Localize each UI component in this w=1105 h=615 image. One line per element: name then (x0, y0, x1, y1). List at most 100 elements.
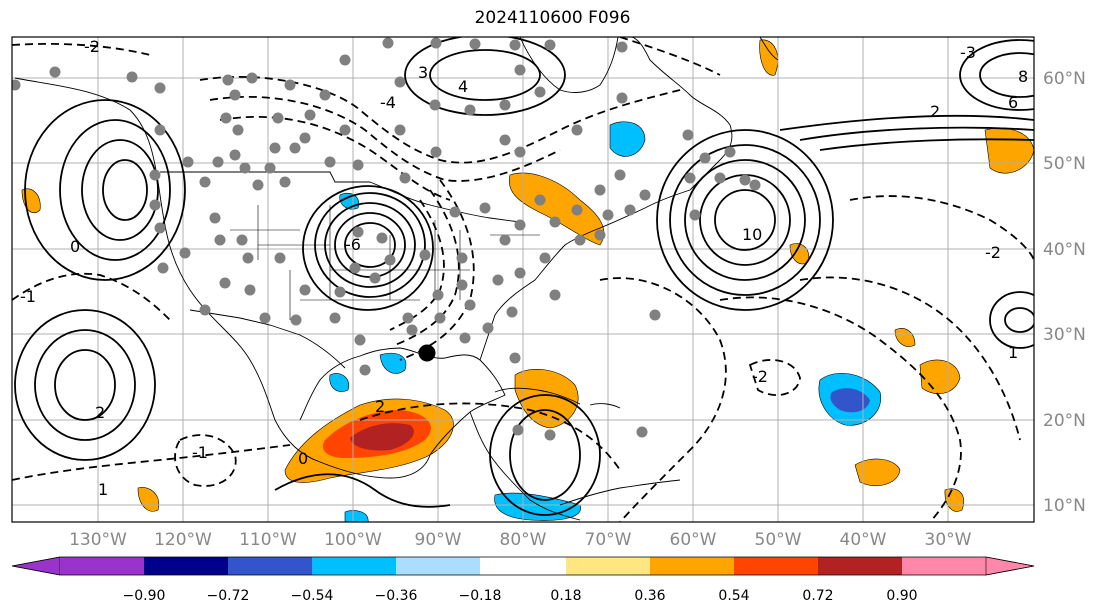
dashed-pacific-1 (12, 272, 171, 321)
colorbar-segment (396, 557, 480, 575)
colorbar-segment (228, 557, 312, 575)
dashed-pacific-2 (12, 444, 291, 481)
low-center-ring-1 (344, 222, 396, 268)
contour-label: 10 (742, 225, 762, 244)
lon-label: 110°W (239, 530, 297, 550)
colorbar-low-extend (11, 556, 61, 576)
contour-label: 8 (1018, 67, 1028, 86)
colorbar-tick-label: 0.54 (718, 588, 749, 604)
colorbar-segment (480, 557, 566, 575)
north-ring-1 (429, 49, 541, 101)
sw-pacific-ring-1 (54, 349, 116, 421)
contour-label: 0 (70, 237, 80, 256)
shade-strong-negative-atlantic (830, 388, 870, 413)
contour-label: -2 (985, 243, 1001, 262)
colorbar-high-extend (985, 556, 1035, 576)
contour-label: 6 (1008, 93, 1018, 112)
colorbar-segment (312, 557, 396, 575)
lat-label: 60°N (1043, 69, 1086, 89)
contour-label: -1 (192, 443, 208, 462)
dashed-ridge-1 (199, 75, 681, 164)
colorbar-segment (60, 557, 144, 575)
shade-positive-northeast (508, 172, 605, 246)
colorbar-segment (902, 557, 986, 575)
contour-label: -6 (345, 235, 361, 254)
latitude-labels: 60°N 50°N 40°N 30°N 20°N 10°N (1043, 69, 1086, 516)
greenland (759, 37, 779, 61)
shade-negative-mexico-west (329, 373, 350, 392)
sw-pacific-ring-2 (34, 329, 136, 441)
solid-line-d (274, 473, 451, 508)
state-lines (230, 205, 540, 320)
us-canada-border (160, 171, 521, 223)
solid-line-b (799, 126, 1034, 141)
shade-negative-labrador (609, 121, 646, 157)
north-america-west-coast (14, 77, 471, 479)
dashed-north-2 (619, 37, 721, 76)
low-center-ring-4 (314, 192, 426, 298)
lon-label: 120°W (154, 530, 212, 550)
caribbean-ring-1 (509, 409, 581, 501)
shade-positive-atlantic-7 (894, 328, 916, 347)
dashed-trough-east-2 (394, 189, 460, 346)
pacific-ring-4 (24, 99, 186, 281)
lat-label: 40°N (1043, 240, 1086, 260)
contour-label: 0 (298, 449, 308, 468)
new-england-canada-coast (599, 37, 733, 229)
shade-strongest-mexico (350, 423, 414, 451)
shade-positive-atlantic-1 (854, 458, 901, 486)
pacific-ring-1 (102, 159, 148, 221)
longitude-labels: 130°W 120°W 110°W 100°W 90°W 80°W 70°W 6… (69, 530, 972, 550)
graticule (12, 37, 1034, 522)
colorbar-segment (566, 557, 650, 575)
pacific-ring-3 (59, 119, 171, 261)
cuba (494, 387, 581, 405)
contour-label: 3 (418, 63, 428, 82)
colorbar-tick-label: −0.54 (291, 588, 334, 604)
south-america-north (559, 479, 681, 506)
colorbar-tick-label: −0.90 (123, 588, 166, 604)
lon-label: 30°W (925, 530, 972, 550)
colorbar-segment (734, 557, 818, 575)
lon-label: 60°W (670, 530, 717, 550)
colorbar-tick-label: 0.18 (550, 588, 581, 604)
colorbar-tick-label: −0.36 (375, 588, 418, 604)
lat-label: 30°N (1043, 325, 1086, 345)
dashed-atlantic-3 (799, 276, 1021, 441)
lon-label: 50°W (755, 530, 802, 550)
east-ring-1 (1004, 307, 1034, 333)
contour-label: 2 (375, 397, 385, 416)
atlantic-high-ring-4 (669, 144, 821, 296)
lat-label: 50°N (1043, 154, 1086, 174)
northeast-ring-2 (959, 39, 1034, 111)
station-dots (12, 37, 761, 441)
lon-label: 80°W (500, 530, 547, 550)
contour-labels: -2 -1 0 1 2 3 4 6 8 10 -6 -3 -4 2 -2 1 -… (20, 37, 1028, 499)
dashed-small-atlantic (748, 359, 801, 396)
shade-positive-atlantic-4 (759, 39, 779, 76)
map-title: 2024110600 F096 (474, 8, 631, 28)
lon-label: 100°W (324, 530, 382, 550)
colorbar-segment (650, 557, 734, 575)
contour-label: 4 (458, 77, 468, 96)
dashed-ridge-2 (209, 95, 561, 182)
contour-label: -3 (960, 43, 976, 62)
dashed-atlantic-1 (599, 277, 727, 522)
atlantic-high-ring-3 (684, 159, 806, 281)
solid-line-a (779, 114, 1034, 131)
lon-label: 90°W (415, 530, 462, 550)
solid-contours (14, 37, 1034, 516)
atlantic-high-ring-1 (714, 189, 776, 251)
east-ring-2 (989, 291, 1034, 349)
contour-label: -1 (20, 287, 36, 306)
northeast-ring-1 (979, 52, 1034, 98)
dashed-ridge-3 (219, 115, 451, 201)
contour-label: 2 (930, 102, 940, 121)
colorbar-tick-label: 0.72 (802, 588, 833, 604)
dashed-pacific-3 (174, 434, 237, 487)
dashed-atlantic-4 (849, 195, 1034, 261)
lat-label: 10°N (1043, 496, 1086, 516)
contour-label: -4 (380, 93, 396, 112)
colorbar-tick-label: 0.36 (634, 588, 665, 604)
